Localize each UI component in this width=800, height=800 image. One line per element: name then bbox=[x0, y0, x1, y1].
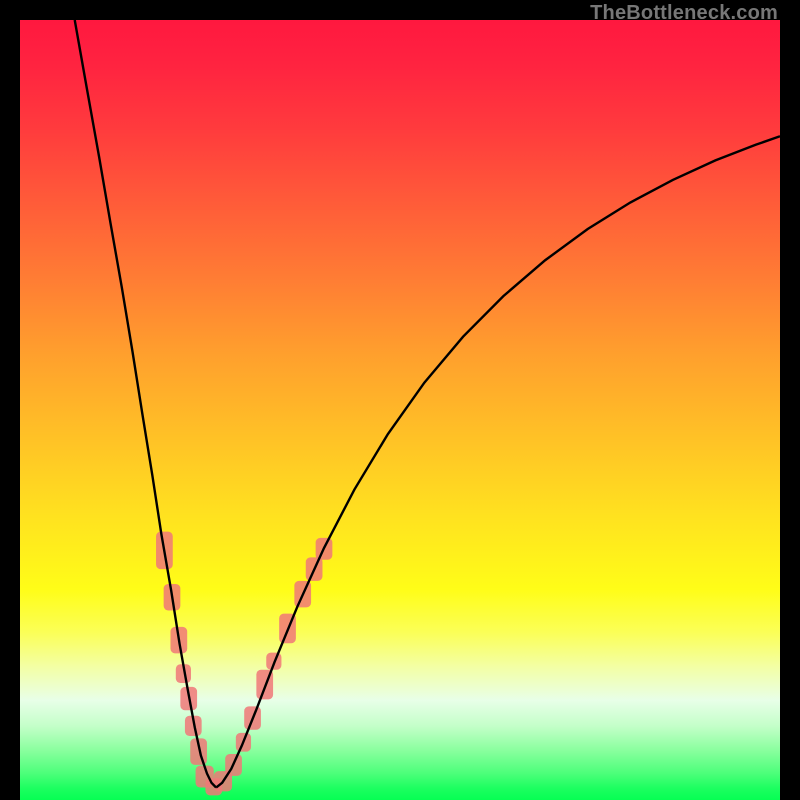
chart-svg bbox=[20, 20, 780, 800]
chart-stage: TheBottleneck.com bbox=[0, 0, 800, 800]
gradient-background bbox=[20, 20, 780, 800]
watermark-text: TheBottleneck.com bbox=[590, 2, 778, 25]
plot-area bbox=[20, 20, 780, 800]
